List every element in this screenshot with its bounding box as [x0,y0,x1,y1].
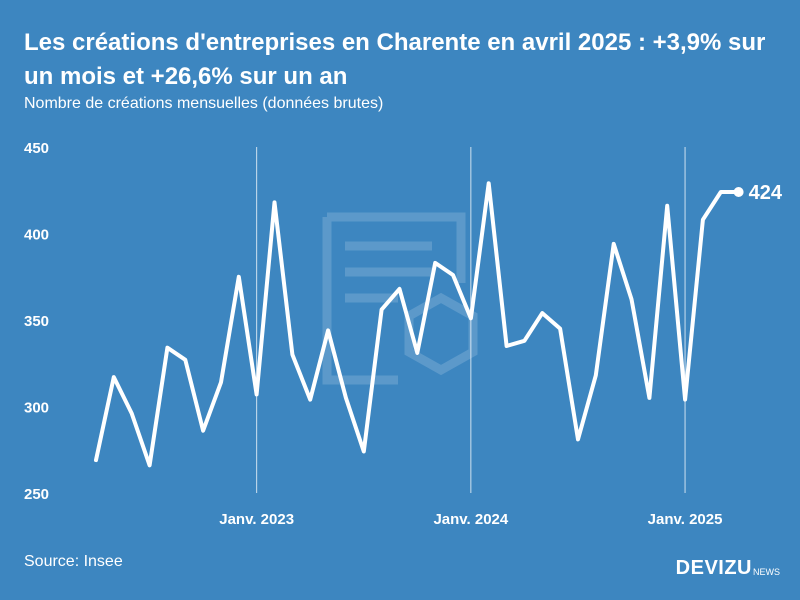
chart-subtitle: Nombre de créations mensuelles (données … [24,95,384,112]
last-value-label: 424 [749,182,783,204]
y-tick-label: 300 [24,400,49,417]
x-tick-label: Janv. 2025 [648,511,723,528]
y-axis: 250 300 350 400 450 [24,140,49,503]
y-tick-label: 350 [24,313,49,330]
x-axis: Janv. 2023 Janv. 2024 Janv. 2025 [219,511,722,528]
chart-title: Les créations d'entreprises en Charente … [24,29,766,90]
x-tick-label: Janv. 2024 [433,511,508,528]
series-line [94,181,741,468]
logo-subtext: NEWS [753,567,780,577]
last-point-marker [733,186,744,197]
y-tick-label: 450 [24,140,49,157]
y-tick-label: 400 [24,227,49,244]
source-note: Source: Insee [24,553,123,570]
series-layer: 424 [94,181,783,468]
brand-logo: DEVIZU NEWS [676,557,780,580]
logo-text: DEVIZU [675,557,752,579]
watermark-icon [322,212,478,385]
x-tick-label: Janv. 2023 [219,511,294,528]
y-tick-label: 250 [24,486,49,503]
